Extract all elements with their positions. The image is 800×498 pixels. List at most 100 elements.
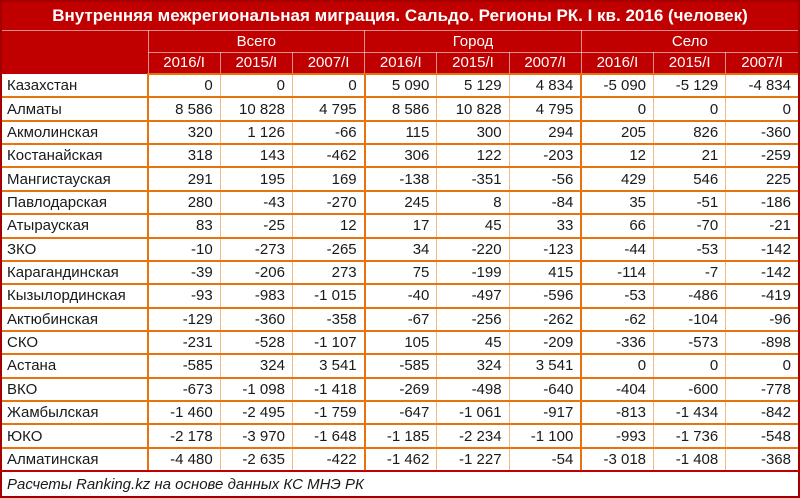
- value-cell: -585: [148, 354, 221, 379]
- table-row: ЗКО -10 -273 -265 34 -220 -123 -44 -53 -142: [2, 237, 798, 262]
- table-body: Казахстан 0 0 0 5 090 5 129 4 834 -5 090 -5 129-…: [2, 74, 798, 470]
- value-cell: 45: [436, 330, 510, 356]
- value-cell: -336: [581, 330, 655, 356]
- value-cell: -104: [653, 307, 727, 332]
- value-cell: 324: [436, 354, 510, 379]
- value-cell: 0: [220, 74, 293, 99]
- value-cell: -1 185: [364, 424, 438, 449]
- value-cell: -199: [436, 260, 510, 286]
- period-header: 2007/I: [725, 52, 798, 75]
- value-cell: -53: [653, 237, 727, 262]
- table-row: Атырауская 83 -25 12 17 45 33 66 -70 -21: [2, 214, 798, 239]
- value-cell: -1 107: [292, 330, 366, 356]
- period-header: 2016/I: [148, 52, 221, 75]
- value-cell: -67: [364, 307, 438, 332]
- value-cell: -262: [509, 307, 583, 332]
- value-cell: -56: [509, 167, 583, 192]
- region-cell: Актюбинская: [2, 307, 149, 332]
- value-cell: -142: [725, 237, 798, 262]
- value-cell: 12: [292, 214, 366, 239]
- table-row: ЮКО -2 178 -3 970 -1 648 -1 185 -2 234 -1 100-…: [2, 424, 798, 449]
- table-row: СКО -231 -528 -1 107 105 45 -209 -336 -573 -898: [2, 330, 798, 356]
- table-row: Мангистауская 291 195 169 -138 -351 -56 429 546 2…: [2, 167, 798, 192]
- region-column-header: [2, 30, 149, 74]
- value-cell: 0: [653, 354, 727, 379]
- value-cell: 0: [725, 354, 798, 379]
- value-cell: 324: [220, 354, 293, 379]
- period-header: 2016/I: [364, 52, 438, 75]
- value-cell: 273: [292, 260, 366, 286]
- value-cell: -256: [436, 307, 510, 332]
- value-cell: -1 227: [436, 447, 510, 470]
- value-cell: -93: [148, 284, 221, 309]
- value-cell: -2 178: [148, 424, 221, 449]
- value-cell: -62: [581, 307, 655, 332]
- value-cell: -209: [509, 330, 583, 356]
- group-header-city: Город: [364, 30, 582, 53]
- value-cell: -66: [292, 120, 366, 146]
- value-cell: -573: [653, 330, 727, 356]
- region-cell: Алматинская: [2, 447, 149, 470]
- value-cell: -585: [364, 354, 438, 379]
- value-cell: -5 090: [581, 74, 655, 99]
- value-cell: 4 795: [292, 97, 366, 122]
- value-cell: -186: [725, 190, 798, 216]
- value-cell: -1 015: [292, 284, 366, 309]
- table-row: Павлодарская 280 -43 -270 245 8 -84 35 -51 -186: [2, 190, 798, 216]
- value-cell: 306: [364, 144, 438, 169]
- region-cell: ЗКО: [2, 237, 149, 262]
- value-cell: -53: [581, 284, 655, 309]
- group-header-row: Всего Город Село: [2, 30, 798, 74]
- value-cell: 143: [220, 144, 293, 169]
- value-cell: 10 828: [220, 97, 293, 122]
- value-cell: -25: [220, 214, 293, 239]
- value-cell: -497: [436, 284, 510, 309]
- value-cell: -51: [653, 190, 727, 216]
- region-cell: Костанайская: [2, 144, 149, 169]
- value-cell: -647: [364, 401, 438, 426]
- table-row: Жамбылская -1 460 -2 495 -1 759 -647 -1 061 -9…: [2, 401, 798, 426]
- table-row: Кызылординская -93 -983 -1 015 -40 -497 -596 -5…: [2, 284, 798, 309]
- value-cell: -7: [653, 260, 727, 286]
- value-cell: -498: [436, 377, 510, 403]
- value-cell: 0: [653, 97, 727, 122]
- value-cell: -3 018: [581, 447, 655, 470]
- value-cell: 3 541: [509, 354, 583, 379]
- region-cell: Казахстан: [2, 74, 149, 99]
- value-cell: 83: [148, 214, 221, 239]
- value-cell: -640: [509, 377, 583, 403]
- value-cell: -54: [509, 447, 583, 470]
- value-cell: -404: [581, 377, 655, 403]
- table-row: Карагандинская -39 -206 273 75 -199 415 -114 -7-…: [2, 260, 798, 286]
- region-cell: ВКО: [2, 377, 149, 403]
- value-cell: -4 480: [148, 447, 221, 470]
- table-row: Акмолинская 320 1 126 -66 115 300 294 205 826 -36…: [2, 120, 798, 146]
- region-cell: Атырауская: [2, 214, 149, 239]
- value-cell: -1 462: [364, 447, 438, 470]
- value-cell: -360: [725, 120, 798, 146]
- value-cell: 0: [581, 354, 655, 379]
- value-cell: -778: [725, 377, 798, 403]
- value-cell: -3 970: [220, 424, 293, 449]
- value-cell: -203: [509, 144, 583, 169]
- table-row: Актюбинская -129 -360 -358 -67 -256 -262 -62 -10…: [2, 307, 798, 332]
- value-cell: 75: [364, 260, 438, 286]
- value-cell: -43: [220, 190, 293, 216]
- value-cell: 205: [581, 120, 655, 146]
- period-header: 2015/I: [436, 52, 510, 75]
- value-cell: -70: [653, 214, 727, 239]
- value-cell: 115: [364, 120, 438, 146]
- value-cell: 0: [581, 97, 655, 122]
- table-row: Костанайская 318 143 -462 306 122 -203 12 21 -259: [2, 144, 798, 169]
- value-cell: -259: [725, 144, 798, 169]
- value-cell: -123: [509, 237, 583, 262]
- region-cell: Мангистауская: [2, 167, 149, 192]
- value-cell: 12: [581, 144, 655, 169]
- source-note: Расчеты Ranking.kz на основе данных КС М…: [2, 470, 798, 496]
- region-cell: Кызылординская: [2, 284, 149, 309]
- value-cell: -898: [725, 330, 798, 356]
- value-cell: 300: [436, 120, 510, 146]
- value-cell: 122: [436, 144, 510, 169]
- period-header: 2016/I: [581, 52, 655, 75]
